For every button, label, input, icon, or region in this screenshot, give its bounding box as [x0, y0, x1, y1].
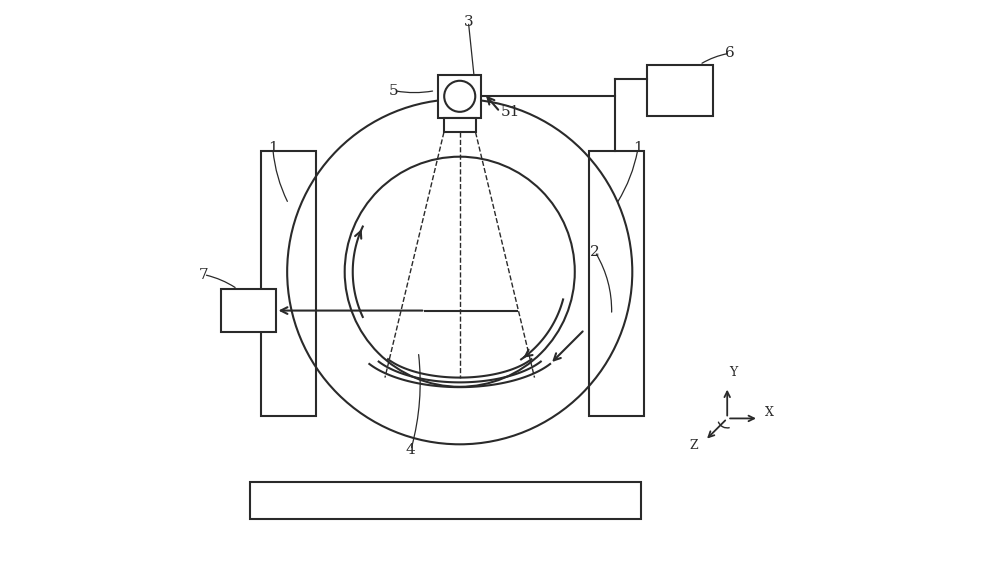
- Text: 5: 5: [389, 84, 398, 98]
- Bar: [221, 289, 276, 332]
- Bar: [438, 75, 481, 118]
- Text: 4: 4: [406, 443, 416, 457]
- Text: 51: 51: [501, 105, 521, 119]
- Bar: [444, 118, 476, 132]
- Circle shape: [444, 81, 475, 112]
- Bar: [589, 151, 644, 416]
- Bar: [261, 151, 316, 416]
- Text: Z: Z: [689, 439, 698, 452]
- Bar: [647, 65, 713, 116]
- Bar: [250, 481, 641, 519]
- Text: 6: 6: [725, 46, 735, 60]
- Text: Y: Y: [729, 366, 737, 379]
- Text: 1: 1: [268, 141, 278, 155]
- Text: X: X: [765, 406, 774, 418]
- Text: 1: 1: [633, 141, 643, 155]
- Text: 2: 2: [590, 244, 600, 258]
- Text: 7: 7: [199, 268, 209, 281]
- Text: 3: 3: [464, 14, 473, 28]
